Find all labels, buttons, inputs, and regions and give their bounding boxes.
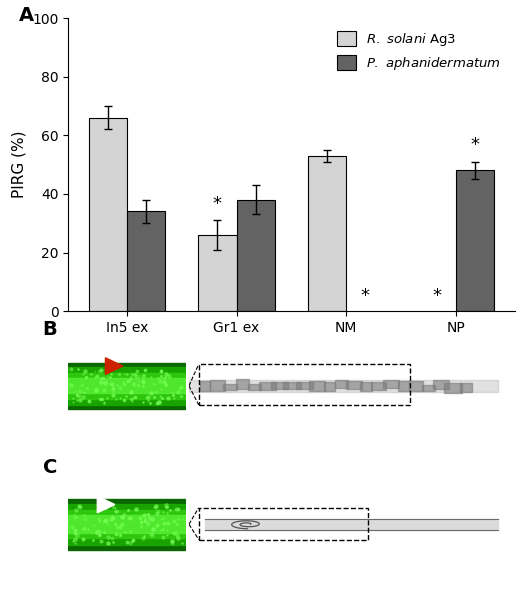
Bar (335, 380, 349, 388)
Bar (308, 156, 346, 311)
Polygon shape (97, 496, 115, 513)
Bar (284, 382, 301, 389)
Text: *: * (432, 287, 441, 305)
Bar (383, 380, 399, 388)
Bar (210, 380, 225, 391)
Polygon shape (106, 358, 123, 374)
Bar (198, 364, 411, 405)
Legend: $\it{R.\ solani}$ Ag3, $\it{P.\ aphanidermatum}$: $\it{R.\ solani}$ Ag3, $\it{P.\ aphanide… (331, 25, 508, 79)
Text: *: * (470, 136, 479, 154)
Y-axis label: PIRG (%): PIRG (%) (12, 131, 27, 199)
Bar (459, 383, 472, 392)
Bar (445, 383, 462, 393)
Bar (361, 382, 372, 391)
Bar (237, 200, 275, 311)
Bar (236, 379, 249, 389)
Bar (223, 383, 237, 391)
Bar (398, 381, 410, 391)
Bar (323, 382, 335, 391)
Bar (200, 381, 211, 391)
Text: *: * (213, 195, 222, 213)
Bar (248, 383, 261, 390)
Bar (371, 382, 386, 390)
Bar (259, 382, 276, 390)
Bar (309, 381, 325, 391)
Bar (127, 211, 165, 311)
Bar (89, 118, 127, 311)
Bar (456, 170, 494, 311)
Text: C: C (43, 458, 57, 477)
Text: B: B (43, 320, 57, 338)
Bar (198, 508, 368, 539)
Bar (296, 382, 313, 389)
Bar (271, 382, 288, 389)
Bar (422, 385, 435, 391)
Bar (198, 235, 237, 311)
Bar (433, 380, 449, 389)
Text: A: A (19, 6, 34, 25)
Bar (346, 382, 362, 389)
Bar (410, 381, 423, 391)
Text: *: * (361, 287, 370, 305)
